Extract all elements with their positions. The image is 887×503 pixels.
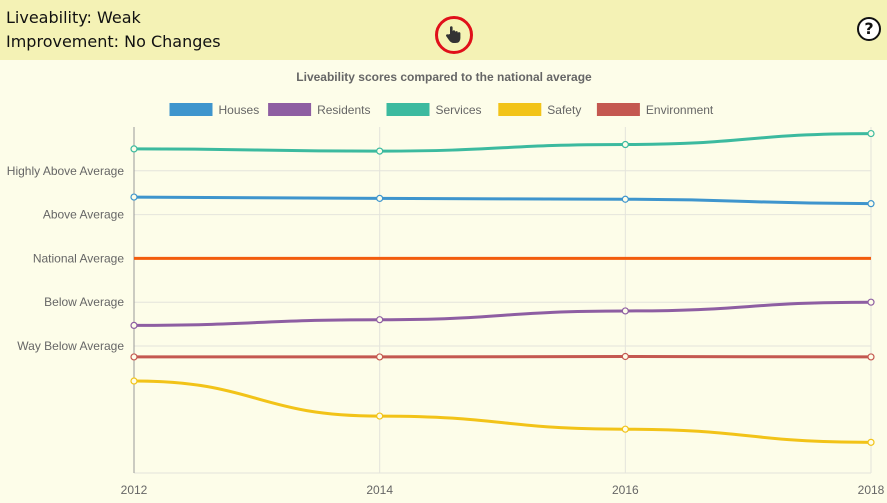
series-line-services <box>133 132 872 153</box>
data-point-environment[interactable] <box>621 352 629 361</box>
x-tick-label: 2018 <box>858 483 885 497</box>
data-point-houses[interactable] <box>867 200 875 208</box>
data-point-houses[interactable] <box>376 194 384 202</box>
data-point-services[interactable] <box>376 147 384 155</box>
chart-title: Liveability scores compared to the natio… <box>296 70 592 84</box>
legend-swatch-houses[interactable] <box>169 103 213 116</box>
x-tick-label: 2014 <box>366 483 393 497</box>
data-point-services[interactable] <box>130 145 138 153</box>
liveability-chart: Liveability scores compared to the natio… <box>7 70 885 497</box>
data-point-environment[interactable] <box>867 353 875 361</box>
y-tick-label: Above Average <box>43 208 125 222</box>
status-bar: Liveability: Weak Improvement: No Change… <box>0 0 887 60</box>
legend-swatch-safety[interactable] <box>498 103 542 116</box>
legend-label-residents: Residents <box>317 103 370 117</box>
data-point-environment[interactable] <box>130 353 138 361</box>
series-line-safety <box>133 379 872 444</box>
legend-label-services: Services <box>436 103 482 117</box>
legend-swatch-environment[interactable] <box>596 103 640 116</box>
y-tick-label: Below Average <box>44 295 124 309</box>
legend-swatch-services[interactable] <box>386 103 430 116</box>
legend-label-environment: Environment <box>646 103 714 117</box>
improvement-status: Improvement: No Changes <box>6 32 221 51</box>
data-point-services[interactable] <box>867 129 875 138</box>
data-point-safety[interactable] <box>621 425 629 433</box>
pointer-button[interactable] <box>435 16 473 54</box>
data-point-residents[interactable] <box>376 316 384 324</box>
y-tick-label: Highly Above Average <box>7 164 125 178</box>
help-button[interactable]: ? <box>857 17 881 41</box>
data-point-residents[interactable] <box>621 307 629 315</box>
legend-label-safety: Safety <box>547 103 581 117</box>
data-point-houses[interactable] <box>130 193 138 201</box>
series-line-residents <box>133 300 872 327</box>
liveability-status: Liveability: Weak <box>6 8 141 27</box>
data-point-environment[interactable] <box>376 353 384 361</box>
data-point-houses[interactable] <box>621 195 629 203</box>
data-point-residents[interactable] <box>867 298 875 306</box>
data-point-services[interactable] <box>621 140 629 149</box>
data-point-residents[interactable] <box>130 321 138 330</box>
data-point-safety[interactable] <box>867 438 875 446</box>
legend-swatch-residents[interactable] <box>268 103 312 116</box>
x-tick-label: 2016 <box>612 483 639 497</box>
data-point-safety[interactable] <box>130 377 138 385</box>
legend-label-houses: Houses <box>219 103 260 117</box>
hand-pointer-icon <box>446 26 461 43</box>
x-tick-label: 2012 <box>121 483 148 497</box>
y-tick-label: National Average <box>33 251 125 265</box>
y-tick-label: Way Below Average <box>17 339 124 353</box>
data-point-safety[interactable] <box>376 412 384 420</box>
series-line-houses <box>133 195 872 206</box>
